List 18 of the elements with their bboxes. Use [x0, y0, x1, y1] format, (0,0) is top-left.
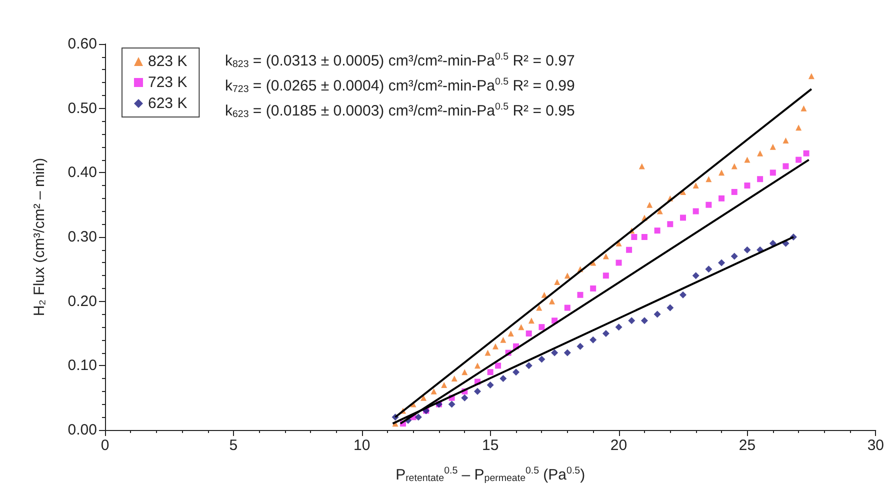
x-tick-label: 20 [610, 437, 628, 454]
y-tick-label: 0.00 [68, 422, 97, 438]
x-tick-label: 25 [738, 437, 756, 454]
y-tick-label: 0.10 [68, 357, 97, 374]
legend-label: 623 K [148, 95, 188, 112]
y-tick-label: 0.50 [68, 100, 97, 117]
legend-label: 723 K [148, 74, 188, 91]
x-tick-label: 10 [354, 437, 370, 454]
x-tick-label: 0 [100, 437, 110, 454]
y-tick-label: 0.60 [68, 36, 97, 52]
y-axis-title: H₂ Flux (cm³/cm² – min) [31, 158, 48, 316]
legend-label: 823 K [148, 53, 188, 70]
y-tick-label: 0.40 [68, 164, 97, 182]
x-tick-label: 5 [229, 437, 238, 454]
y-tick-label: 0.30 [68, 228, 97, 246]
x-tick-label: 15 [482, 437, 499, 454]
y-tick-label: 0.20 [68, 292, 97, 310]
x-tick-label: 30 [867, 437, 884, 454]
